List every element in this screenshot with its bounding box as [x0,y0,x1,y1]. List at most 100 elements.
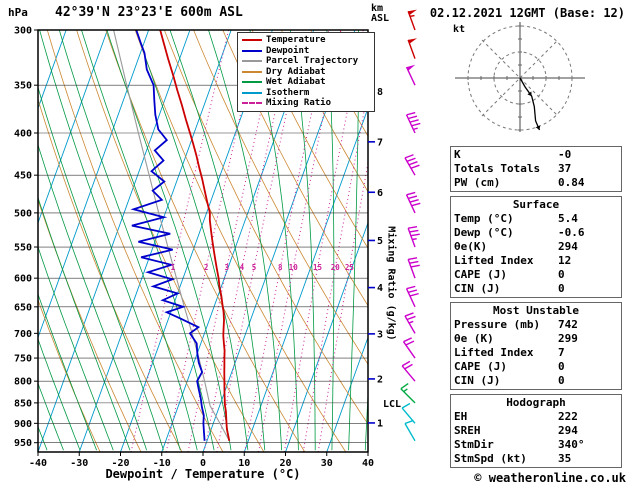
svg-text:-10: -10 [153,458,171,469]
pressure-axis-unit: hPa [8,6,28,19]
hodograph-chart [455,22,585,132]
stat-value: 12 [558,254,572,267]
svg-text:500: 500 [14,208,32,219]
svg-text:30: 30 [321,458,333,469]
stats-row: Lifted Index 7 [454,346,618,360]
svg-text:300: 300 [14,26,32,37]
stat-label: Temp (°C) [454,212,514,225]
legend-line-sample [242,81,262,84]
legend-line-sample [242,70,262,73]
legend-label: Parcel Trajectory [266,56,359,67]
copyright-footer: © weatheronline.co.uk [474,471,626,485]
svg-text:2: 2 [377,374,383,385]
stat-value: 299 [558,332,578,345]
run-date-title: 02.12.2021 12GMT (Base: 12) [429,6,625,20]
stat-label: CAPE (J) [454,268,507,281]
hodograph-trace [519,77,541,131]
stat-value: 5.4 [558,212,578,225]
stat-value: 294 [558,424,578,437]
stat-label: CAPE (J) [454,360,507,373]
stat-label: SREH [454,424,481,437]
stats-row: SREH 294 [454,424,618,438]
svg-text:6: 6 [377,188,383,199]
svg-text:4: 4 [377,283,383,294]
svg-text:5: 5 [252,263,257,272]
stat-label: θe (K) [454,332,494,345]
legend-item: Dewpoint [241,46,371,57]
svg-text:10: 10 [289,263,299,272]
legend-item: Temperature [241,35,371,46]
hodograph-arrowhead [535,125,541,130]
stats-row: CAPE (J) 0 [454,268,618,282]
stats-row: θe (K) 299 [454,332,618,346]
stats-section-header: Surface [512,198,560,211]
station-title: 42°39'N 23°23'E 600m ASL [55,5,243,20]
legend-label: Isotherm [266,87,310,98]
wind-barbs [400,9,421,442]
stat-value: 742 [558,318,578,331]
stat-label: Dewp (°C) [454,226,514,239]
stat-value: 0.84 [558,176,585,189]
svg-text:3: 3 [224,263,229,272]
wind-barb [407,225,420,248]
legend-line-sample [242,39,262,42]
stat-value: -0 [558,148,572,161]
stats-row: CIN (J) 0 [454,282,618,296]
wind-barb [407,9,418,31]
svg-text:8: 8 [377,87,383,98]
stat-value: 0 [558,282,565,295]
svg-text:4: 4 [240,263,245,272]
stat-value: 222 [558,410,578,423]
hodograph-ring [467,25,573,131]
wind-barb [400,382,416,404]
svg-text:-20: -20 [111,458,129,469]
svg-text:10: 10 [238,458,250,469]
svg-text:-40: -40 [29,458,47,469]
legend-line-sample [242,102,262,105]
svg-text:20: 20 [331,263,341,272]
stats-row: K -0 [454,148,618,162]
wind-barb [404,419,416,442]
stat-label: StmDir [454,438,494,451]
stats-section: K -0 Totals Totals 37 PW (cm) 0.84 [450,146,622,192]
dry-adiabats [38,30,368,452]
mixing-ratio-axis-label: Mixing Ratio (g/kg) [385,226,397,341]
svg-text:7: 7 [377,137,383,148]
svg-text:5: 5 [377,236,383,247]
stats-row: CIN (J) 0 [454,374,618,388]
svg-text:650: 650 [14,302,32,313]
dewpoint-curve [130,30,206,441]
temperature-curve [159,30,231,441]
wind-barb [405,191,421,214]
svg-text:350: 350 [14,81,32,92]
wind-barb [407,38,418,59]
legend-item: Parcel Trajectory [241,56,371,67]
legend-line-sample [242,49,262,52]
stats-row: StmSpd (kt) 35 [454,452,618,466]
pressure-tick-labels: 300 350 400 450 500 550 600 650 700 750 800 850 900 9… [14,26,38,449]
stat-label: CIN (J) [454,282,501,295]
legend: Temperature Dewpoint Parcel Trajectory Dry … [237,32,375,112]
svg-text:25: 25 [345,263,354,272]
stat-value: 0 [558,374,565,387]
stat-label: EH [454,410,468,423]
stat-value: 0 [558,360,565,373]
legend-line-sample [242,60,262,63]
legend-item: Isotherm [241,88,371,99]
stat-value: 37 [558,162,572,175]
svg-text:400: 400 [14,129,32,140]
svg-text:800: 800 [14,377,32,388]
stat-label: StmSpd (kt) [454,452,527,465]
stats-row: EH 222 [454,410,618,424]
stats-row: PW (cm) 0.84 [454,176,618,190]
stat-label: CIN (J) [454,374,501,387]
svg-text:3: 3 [377,329,383,340]
stats-section-header: Hodograph [506,396,566,409]
stat-value: 7 [558,346,565,359]
stat-label: θe(K) [454,240,488,253]
stats-row: CAPE (J) 0 [454,360,618,374]
wind-barb [402,337,416,359]
x-tick-labels: -40 -30 -20 -10 0 10 20 30 40 [29,452,374,469]
stat-label: Totals Totals [454,162,541,175]
km-axis-unit: km ASL [371,3,390,24]
